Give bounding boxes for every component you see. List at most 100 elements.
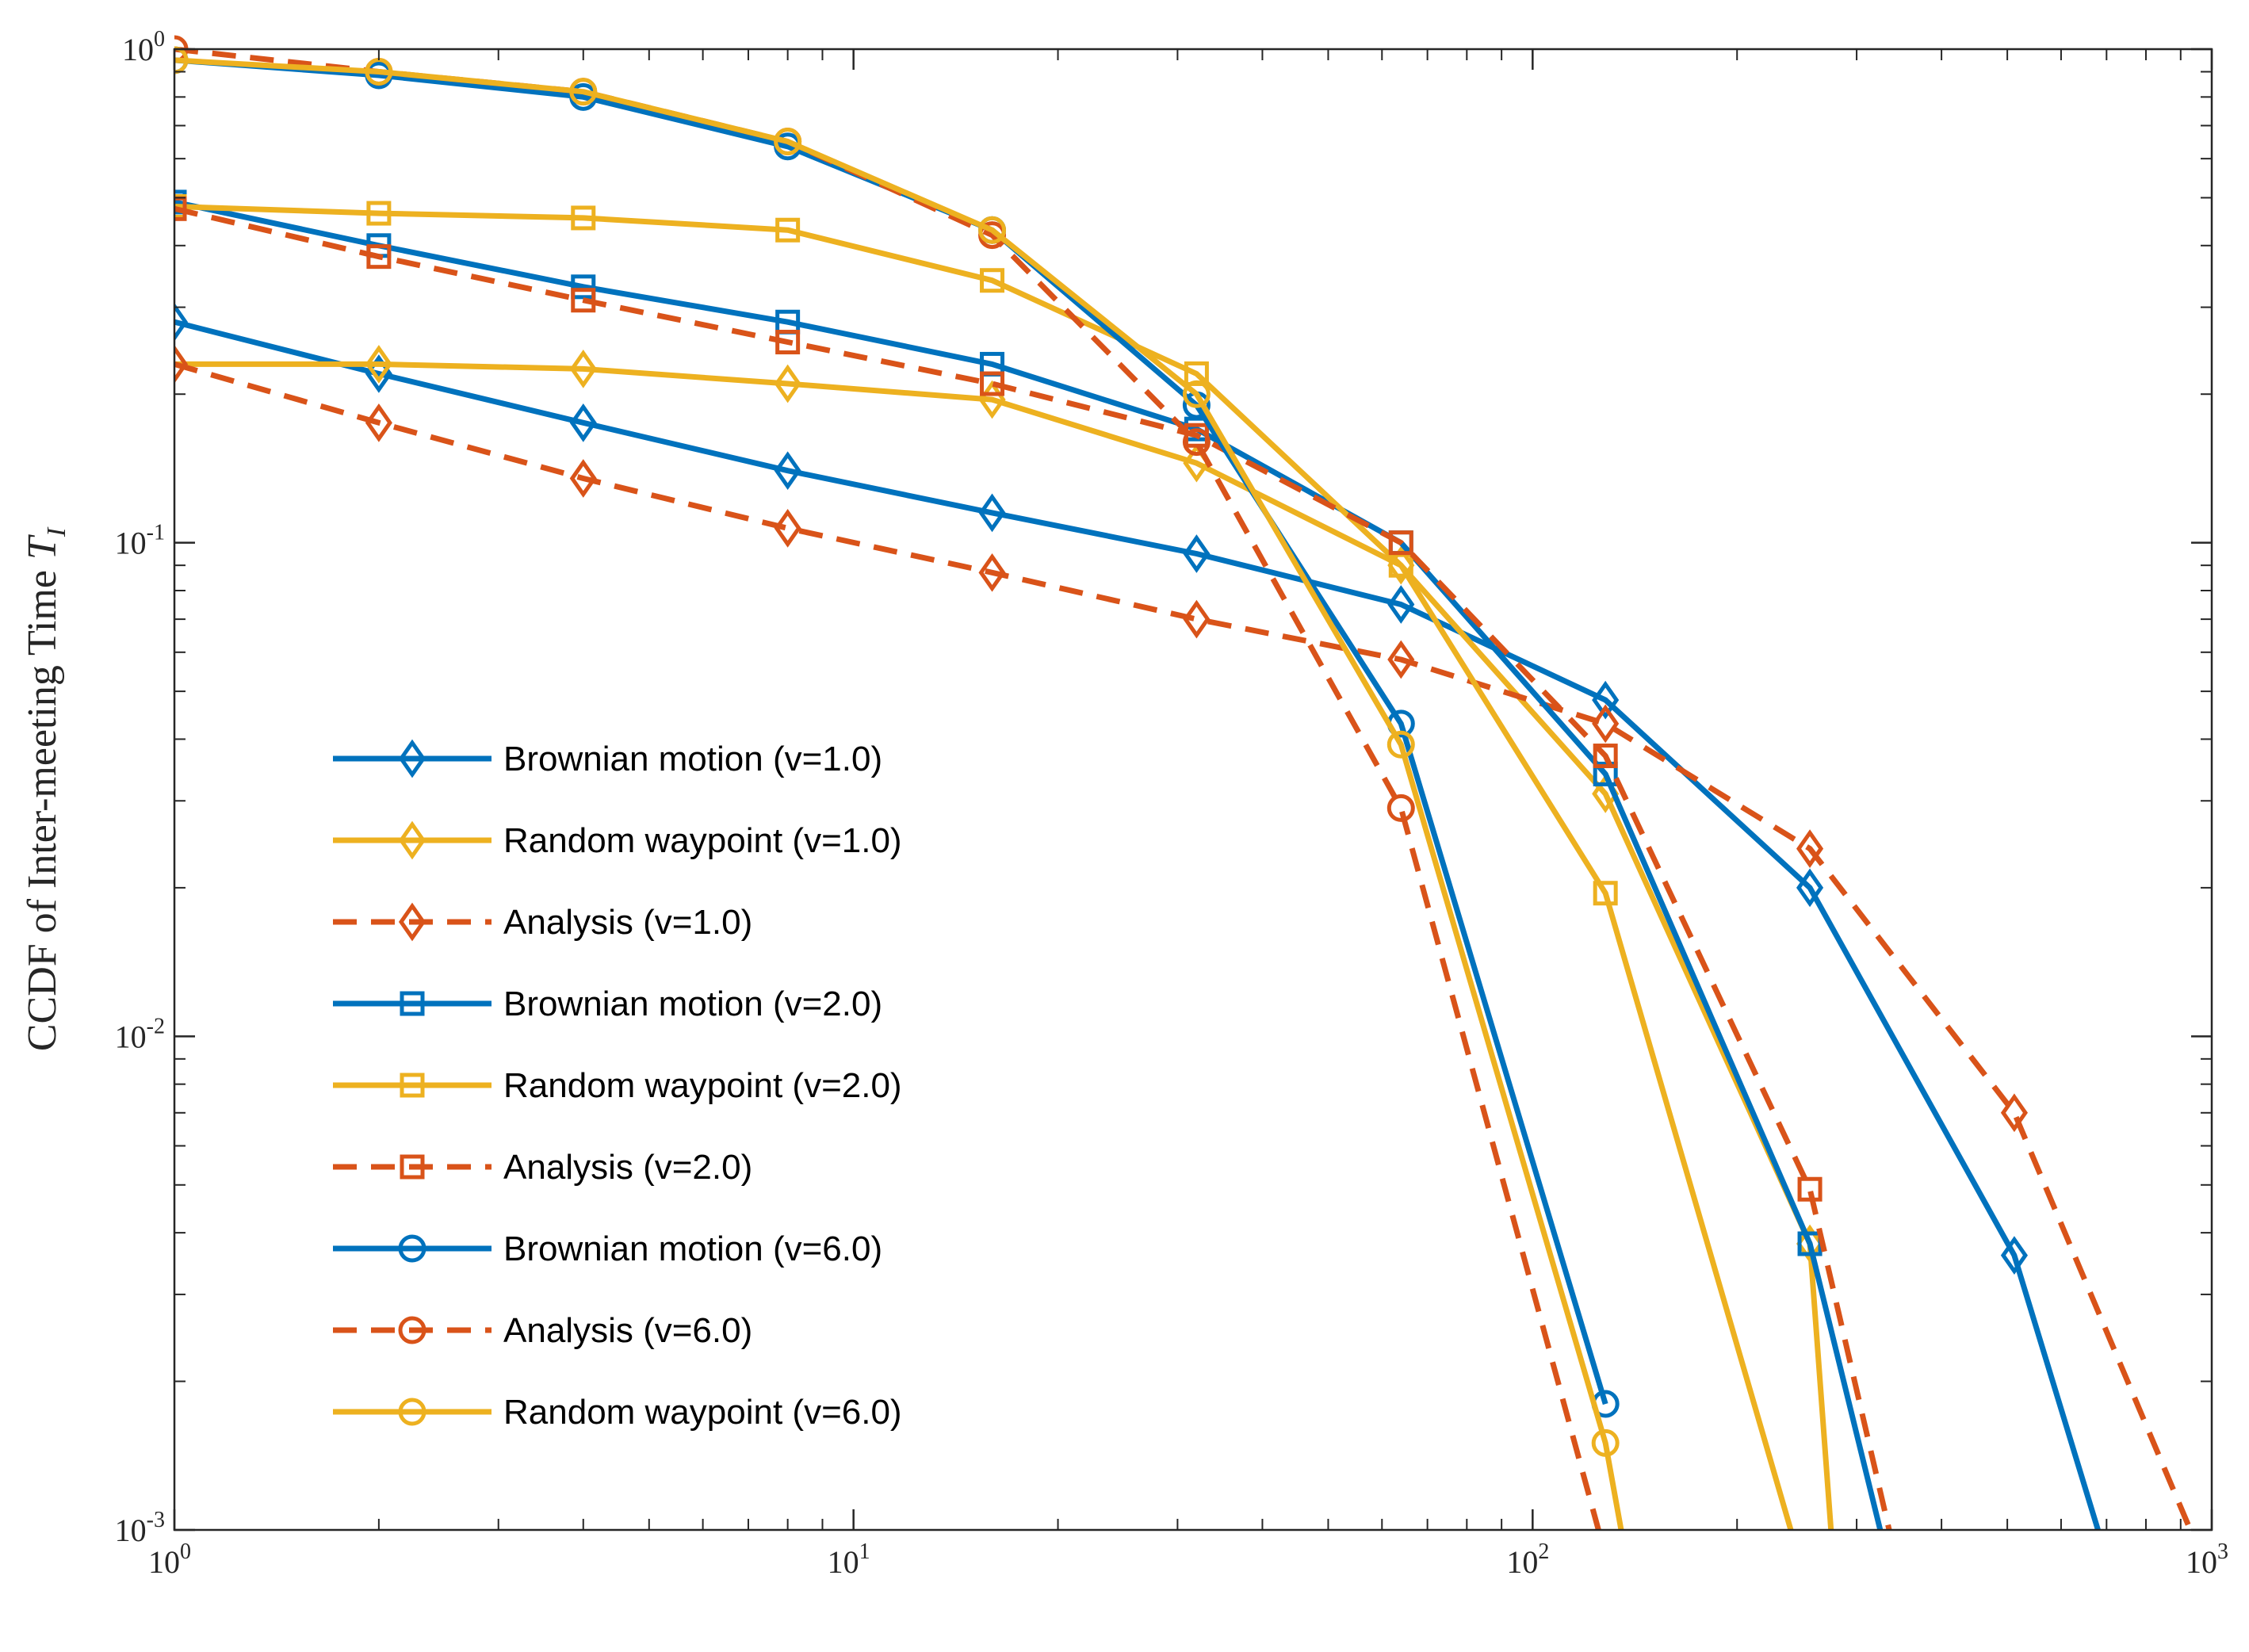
x-tick-base: 10 — [148, 1544, 180, 1580]
y-tick-base: 10 — [115, 1019, 147, 1054]
data-point — [774, 509, 801, 548]
y-tick-label: 10-3 — [115, 1508, 165, 1548]
y-tick-base: 10 — [122, 32, 154, 67]
data-point — [1591, 1428, 1620, 1457]
data-point — [980, 371, 1005, 396]
series-1 — [174, 302, 2101, 1530]
axes-frame — [173, 48, 2213, 1532]
x-tick-base: 10 — [828, 1544, 859, 1580]
data-point — [569, 459, 597, 498]
data-point — [366, 201, 392, 226]
data-point — [571, 288, 596, 313]
legend-marker — [400, 1154, 425, 1180]
data-point — [569, 350, 597, 388]
legend: Brownian motion (v=1.0) Random waypoint (… — [333, 739, 902, 1432]
legend-marker — [398, 1234, 426, 1263]
data-point — [2000, 1236, 2028, 1275]
series-6 — [174, 196, 1892, 1530]
series-line — [174, 57, 1624, 1530]
axes-box — [173, 48, 2213, 1532]
series-line — [174, 204, 1794, 1530]
legend-label: Brownian motion (v=6.0) — [503, 1229, 882, 1268]
data-point — [978, 216, 1007, 244]
x-tick-base: 10 — [1506, 1544, 1538, 1580]
data-point — [1387, 585, 1415, 624]
legend-marker — [398, 820, 426, 860]
data-point — [1593, 761, 1618, 786]
data-point — [571, 274, 596, 300]
legend-entry: Random waypoint (v=2.0) — [333, 1066, 902, 1105]
y-tick-exponent: -1 — [147, 521, 165, 545]
data-point — [775, 217, 801, 243]
data-point — [1387, 730, 1415, 759]
x-tick-base: 10 — [2186, 1544, 2217, 1580]
data-point — [569, 403, 597, 442]
legend-label: Random waypoint (v=2.0) — [503, 1066, 902, 1105]
series-line — [174, 199, 1884, 1530]
data-point — [1796, 868, 1824, 908]
data-point — [174, 196, 187, 221]
data-point — [774, 451, 801, 491]
y-axis-title-subscript: I — [42, 526, 71, 537]
y-tick-exponent: -3 — [147, 1508, 165, 1532]
legend-entry: Brownian motion (v=2.0) — [333, 985, 882, 1023]
series-line — [174, 205, 1892, 1530]
legend-marker — [398, 1316, 426, 1344]
legend-marker — [400, 1073, 425, 1098]
data-point — [1388, 530, 1413, 556]
data-point — [1796, 829, 1824, 868]
series-9 — [174, 46, 1624, 1530]
legend-label: Random waypoint (v=1.0) — [503, 821, 902, 860]
legend-label: Analysis (v=1.0) — [503, 903, 752, 942]
data-point — [1387, 793, 1415, 822]
legend-label: Brownian motion (v=2.0) — [503, 985, 882, 1023]
data-point — [1183, 599, 1211, 639]
y-axis-title: CCDF of Inter-meeting Time TI — [20, 526, 71, 1051]
data-point — [775, 330, 801, 355]
data-point — [774, 127, 802, 155]
data-point — [174, 345, 189, 384]
y-axis-title-symbol: T — [20, 534, 65, 560]
x-tick-exponent: 0 — [180, 1539, 191, 1564]
x-tick-exponent: 1 — [859, 1539, 870, 1564]
legend-label: Analysis (v=6.0) — [503, 1311, 752, 1350]
data-point — [569, 78, 598, 106]
legend-label: Analysis (v=2.0) — [503, 1148, 752, 1187]
legend-marker — [398, 739, 426, 778]
data-point — [366, 244, 392, 270]
data-point — [1592, 680, 1620, 720]
data-point — [1387, 640, 1415, 679]
legend-label: Brownian motion (v=1.0) — [503, 740, 882, 778]
data-point — [174, 302, 189, 342]
data-point — [980, 268, 1005, 293]
x-tick-label: 100 — [148, 1539, 191, 1580]
y-tick-label: 10-1 — [115, 521, 165, 561]
legend-entry: Random waypoint (v=6.0) — [333, 1393, 902, 1432]
data-point — [2000, 1093, 2028, 1133]
y-tick-base: 10 — [115, 1512, 147, 1548]
data-point — [365, 403, 392, 442]
legend-marker — [398, 1398, 426, 1426]
y-tick-exponent: -2 — [147, 1014, 165, 1038]
data-point — [1182, 428, 1211, 457]
y-tick-label: 100 — [122, 27, 165, 67]
data-point — [774, 364, 801, 403]
legend-entry: Brownian motion (v=6.0) — [333, 1229, 882, 1268]
legend-entry: Analysis (v=1.0) — [333, 902, 752, 942]
legend-marker — [398, 902, 426, 942]
data-point — [174, 46, 189, 75]
plot-series — [174, 35, 2194, 1530]
data-point — [1797, 1176, 1823, 1202]
legend-entry: Brownian motion (v=1.0) — [333, 739, 882, 778]
x-tick-exponent: 3 — [2217, 1539, 2228, 1564]
legend-entry: Random waypoint (v=1.0) — [333, 820, 902, 860]
data-point — [1593, 744, 1618, 769]
data-point — [1182, 380, 1211, 408]
data-point — [1796, 1224, 1824, 1264]
x-tick-label: 102 — [1506, 1539, 1549, 1580]
data-point — [978, 493, 1006, 533]
data-point — [1183, 534, 1211, 573]
x-tick-label: 101 — [828, 1539, 870, 1580]
